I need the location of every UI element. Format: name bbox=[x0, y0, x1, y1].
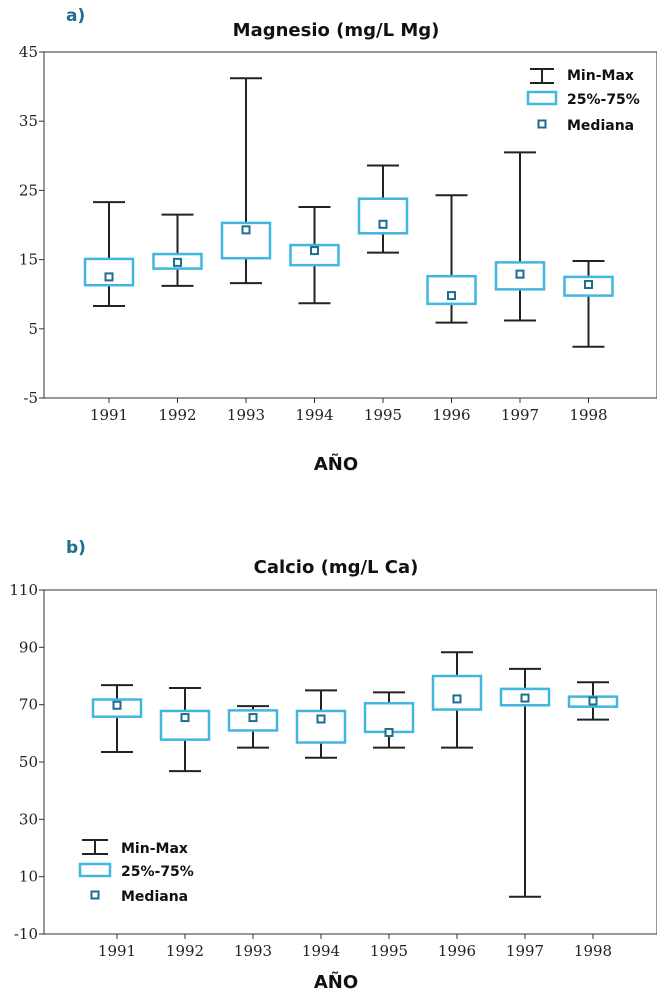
chart-b-legend-iqr-symbol bbox=[78, 862, 112, 878]
chart-b-title: Calcio (mg/L Ca) bbox=[254, 557, 419, 578]
chart-a-plot-frame bbox=[43, 51, 657, 399]
chart-a-legend-median-symbol bbox=[537, 119, 547, 129]
chart-a-box-1994 bbox=[289, 206, 340, 305]
chart-b-median-marker-1992 bbox=[180, 713, 190, 723]
chart-a-x-tick-label: 1997 bbox=[501, 406, 539, 424]
chart-a-median-marker-1992 bbox=[173, 257, 182, 267]
chart-a-x-tick-label: 1994 bbox=[295, 406, 333, 424]
chart-b-y-tick-label: 10 bbox=[19, 868, 38, 886]
chart-b-y-tick-label: 50 bbox=[19, 753, 38, 771]
chart-a-y-tick-label: 45 bbox=[19, 43, 38, 61]
chart-a-box-1992 bbox=[152, 213, 203, 287]
chart-a-x-tick-label: 1996 bbox=[432, 406, 470, 424]
chart-b-y-tick-label: -10 bbox=[14, 925, 38, 943]
chart-b-iqr-box-1996 bbox=[431, 674, 483, 711]
chart-b-legend-median-label: Mediana bbox=[121, 889, 188, 905]
chart-a-box-1993 bbox=[220, 77, 272, 285]
chart-b-median-marker-1996 bbox=[452, 694, 462, 704]
chart-b-box-1996 bbox=[431, 651, 483, 749]
chart-a-y-tick-label: 5 bbox=[28, 320, 38, 338]
chart-b-box-1992 bbox=[159, 687, 211, 773]
chart-a-median-marker-1994 bbox=[310, 246, 319, 256]
chart-b-x-tick-label: 1993 bbox=[234, 942, 272, 960]
chart-a-y-tick-label: 35 bbox=[19, 112, 38, 130]
chart-a-median-marker-1998 bbox=[584, 280, 593, 290]
chart-a-legend-iqr-symbol bbox=[526, 90, 558, 106]
chart-a-box-1996 bbox=[426, 194, 477, 324]
chart-b-box-1995 bbox=[363, 691, 415, 749]
chart-b-iqr-box-1995 bbox=[363, 701, 415, 734]
chart-b-box-1991 bbox=[91, 684, 143, 753]
chart-a-box-1995 bbox=[357, 164, 409, 254]
chart-b-plot-frame bbox=[43, 589, 657, 935]
chart-a-x-tick-label: 1998 bbox=[569, 406, 607, 424]
chart-b-x-tick-label: 1998 bbox=[574, 942, 612, 960]
chart-a-title: Magnesio (mg/L Mg) bbox=[233, 20, 440, 41]
chart-a-xlabel: AÑO bbox=[314, 452, 358, 475]
chart-b-x-tick-label: 1995 bbox=[370, 942, 408, 960]
chart-a-median-marker-1993 bbox=[241, 225, 251, 235]
chart-b-box-1994 bbox=[295, 689, 347, 759]
chart-b-y-tick-label: 90 bbox=[19, 638, 38, 656]
chart-a-median-marker-1996 bbox=[447, 291, 456, 301]
chart-a-legend-median-label: Mediana bbox=[567, 118, 634, 134]
chart-b-median-marker-1994 bbox=[316, 714, 326, 724]
chart-b-x-tick-label: 1996 bbox=[438, 942, 476, 960]
chart-b-box-1997 bbox=[499, 667, 551, 898]
chart-b-median-marker-1998 bbox=[588, 696, 598, 706]
chart-b-legend-minmax-label: Min-Max bbox=[121, 841, 188, 857]
chart-a-median-marker-1995 bbox=[378, 219, 388, 229]
chart-b-y-tick-label: 30 bbox=[19, 810, 38, 828]
chart-b-y-tick-label: 110 bbox=[9, 581, 38, 599]
panel-b-letter: b) bbox=[66, 538, 86, 558]
chart-b-x-tick-label: 1991 bbox=[98, 942, 136, 960]
chart-b-median-marker-1997 bbox=[520, 693, 530, 703]
chart-b-x-tick-label: 1997 bbox=[506, 942, 544, 960]
chart-a-legend-iqr-label: 25%-75% bbox=[567, 92, 640, 108]
chart-b-x-tick-label: 1992 bbox=[166, 942, 204, 960]
chart-b-y-tick-label: 70 bbox=[19, 696, 38, 714]
chart-b-box-1998 bbox=[567, 681, 619, 721]
chart-b-median-marker-1995 bbox=[384, 727, 394, 737]
chart-a-iqr-box-1995 bbox=[357, 197, 409, 235]
chart-a-box-1997 bbox=[494, 151, 546, 322]
chart-a-y-tick-label: 25 bbox=[19, 181, 38, 199]
chart-a-y-tick-label: -5 bbox=[23, 389, 38, 407]
chart-a-x-tick-label: 1991 bbox=[90, 406, 128, 424]
chart-b-x-tick-label: 1994 bbox=[302, 942, 340, 960]
chart-b-box-1993 bbox=[227, 705, 279, 749]
chart-a-x-tick-label: 1993 bbox=[227, 406, 265, 424]
chart-a-box-1998 bbox=[563, 259, 614, 348]
chart-b-median-marker-1991 bbox=[112, 700, 122, 710]
chart-a-median-marker-1997 bbox=[515, 269, 525, 279]
chart-b-legend-median-symbol bbox=[90, 890, 100, 900]
chart-b-xlabel: AÑO bbox=[314, 970, 358, 993]
chart-a-box-1991 bbox=[83, 201, 135, 307]
chart-a-y-tick-label: 15 bbox=[19, 251, 38, 269]
chart-b-median-marker-1993 bbox=[248, 713, 258, 723]
chart-a-x-tick-label: 1992 bbox=[158, 406, 196, 424]
panel-a-letter: a) bbox=[66, 6, 85, 26]
chart-a-legend-minmax-label: Min-Max bbox=[567, 68, 634, 84]
chart-b-legend-iqr-label: 25%-75% bbox=[121, 864, 194, 880]
chart-a-median-marker-1991 bbox=[104, 272, 114, 282]
chart-a-x-tick-label: 1995 bbox=[364, 406, 402, 424]
